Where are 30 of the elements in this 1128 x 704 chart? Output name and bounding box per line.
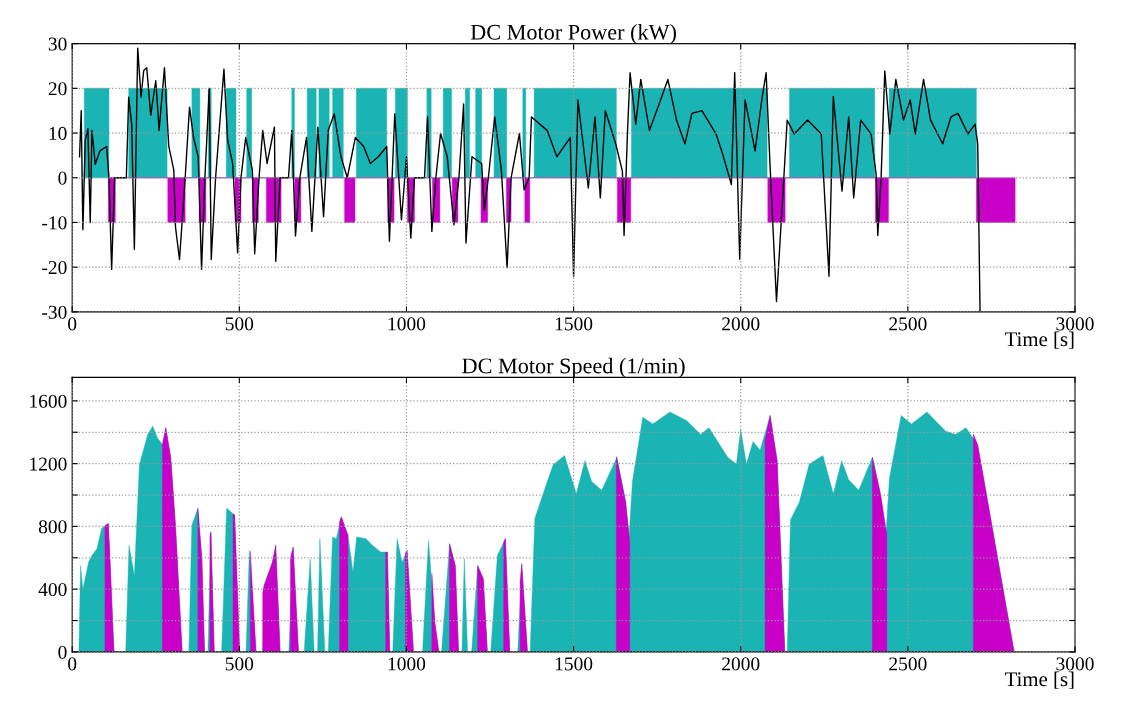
chart-title: DC Motor Speed (1/min): [462, 357, 685, 378]
x-tick-label: 1500: [555, 657, 593, 671]
x-tick-label: 500: [225, 657, 254, 671]
x-tick-label: 0: [68, 657, 77, 671]
x-axis-title: Time [s]: [1004, 671, 1074, 689]
x-tick-label: 3000: [1056, 317, 1094, 331]
x-tick-label: 2000: [722, 317, 760, 331]
y-tick-label: 30: [48, 37, 67, 51]
y-tick-label: 400: [38, 582, 67, 597]
y-tick-label: 0: [58, 171, 67, 185]
x-tick-label: 1000: [388, 657, 426, 671]
y-tick-label: 1600: [30, 394, 67, 408]
y-tick-label: 0: [58, 645, 67, 659]
y-tick-label: 10: [49, 126, 67, 140]
y-tick-label: 20: [48, 82, 67, 96]
y-tick-label: -10: [42, 216, 67, 230]
y-tick-label: 800: [38, 520, 67, 534]
x-tick-label: 3000: [1056, 657, 1094, 671]
x-tick-label: 1000: [388, 317, 426, 331]
x-tick-label: 1500: [555, 317, 593, 331]
y-tick-label: 1200: [30, 457, 67, 471]
x-tick-label: 0: [68, 317, 77, 331]
y-tick-label: -20: [42, 260, 67, 275]
x-tick-label: 2000: [722, 657, 760, 671]
x-axis-title: Time [s]: [1004, 331, 1074, 349]
x-tick-label: 500: [225, 317, 254, 331]
chart-title: DC Motor Power (kW): [470, 24, 676, 45]
x-tick-label: 2500: [889, 317, 927, 331]
y-tick-label: -30: [42, 305, 67, 319]
x-tick-label: 2500: [889, 657, 927, 671]
